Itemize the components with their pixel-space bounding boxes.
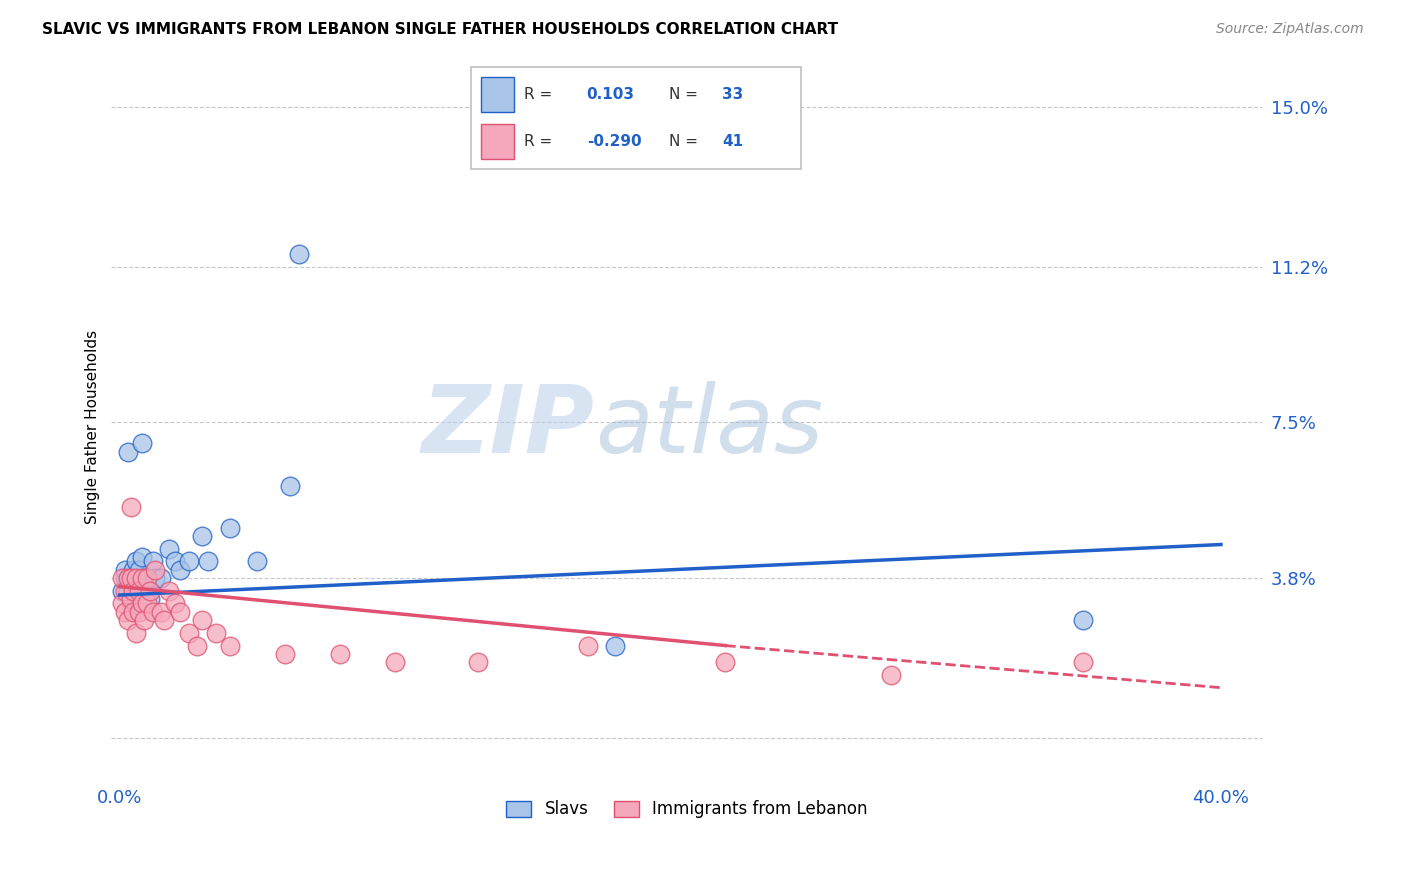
Text: SLAVIC VS IMMIGRANTS FROM LEBANON SINGLE FATHER HOUSEHOLDS CORRELATION CHART: SLAVIC VS IMMIGRANTS FROM LEBANON SINGLE…: [42, 22, 838, 37]
Point: [120, 500, 142, 514]
Point: [117, 583, 139, 598]
Point: [128, 583, 150, 598]
Point: [114, 605, 136, 619]
Point: [152, 613, 174, 627]
Legend: Slavs, Immigrants from Lebanon: Slavs, Immigrants from Lebanon: [499, 794, 875, 825]
Point: [177, 554, 200, 568]
Point: [134, 571, 156, 585]
Point: [1071, 613, 1094, 627]
Point: [280, 478, 302, 492]
Point: [122, 583, 145, 598]
Text: atlas: atlas: [595, 381, 823, 472]
Point: [125, 571, 148, 585]
Point: [169, 605, 191, 619]
Text: R =: R =: [524, 87, 553, 102]
Point: [467, 656, 489, 670]
Point: [117, 613, 139, 627]
Point: [197, 554, 219, 568]
Point: [205, 626, 228, 640]
Y-axis label: Single Father Households: Single Father Households: [86, 329, 100, 524]
Point: [136, 571, 159, 585]
Point: [120, 571, 142, 585]
Point: [134, 613, 156, 627]
Point: [128, 605, 150, 619]
Point: [136, 597, 159, 611]
Point: [131, 571, 153, 585]
Point: [125, 554, 148, 568]
Point: [128, 583, 150, 598]
Text: Source: ZipAtlas.com: Source: ZipAtlas.com: [1216, 22, 1364, 37]
Text: 33: 33: [723, 87, 744, 102]
Point: [384, 656, 406, 670]
Point: [117, 571, 139, 585]
Point: [145, 563, 167, 577]
Point: [218, 639, 240, 653]
Point: [117, 445, 139, 459]
Point: [111, 571, 134, 585]
Point: [149, 605, 172, 619]
Point: [114, 571, 136, 585]
FancyBboxPatch shape: [481, 124, 515, 159]
Point: [145, 571, 167, 585]
Point: [120, 571, 142, 585]
Point: [163, 597, 186, 611]
Point: [139, 592, 162, 607]
Point: [274, 647, 297, 661]
Point: [136, 583, 159, 598]
Point: [122, 580, 145, 594]
Point: [879, 668, 901, 682]
Point: [163, 554, 186, 568]
Text: ZIP: ZIP: [422, 381, 595, 473]
Point: [131, 436, 153, 450]
Point: [329, 647, 352, 661]
Point: [111, 597, 134, 611]
Point: [191, 613, 214, 627]
Point: [714, 656, 737, 670]
Point: [157, 541, 180, 556]
Point: [125, 626, 148, 640]
Point: [125, 571, 148, 585]
Point: [149, 571, 172, 585]
Point: [157, 583, 180, 598]
Point: [131, 597, 153, 611]
Point: [111, 583, 134, 598]
Point: [218, 521, 240, 535]
Point: [114, 563, 136, 577]
Point: [120, 597, 142, 611]
Text: -0.290: -0.290: [586, 135, 641, 149]
Point: [576, 639, 599, 653]
Point: [1071, 656, 1094, 670]
Point: [114, 583, 136, 598]
Point: [605, 639, 627, 653]
Text: 0.103: 0.103: [586, 87, 634, 102]
Text: 41: 41: [723, 135, 744, 149]
Point: [177, 626, 200, 640]
Text: N =: N =: [669, 87, 699, 102]
FancyBboxPatch shape: [481, 77, 515, 112]
Point: [128, 563, 150, 577]
Point: [122, 605, 145, 619]
Point: [287, 247, 309, 261]
Point: [191, 529, 214, 543]
Point: [186, 639, 208, 653]
Text: R =: R =: [524, 135, 553, 149]
Point: [131, 550, 153, 565]
Point: [139, 583, 162, 598]
Point: [246, 554, 269, 568]
Text: N =: N =: [669, 135, 699, 149]
Point: [142, 554, 165, 568]
Point: [169, 563, 191, 577]
Point: [122, 563, 145, 577]
Point: [117, 571, 139, 585]
Point: [142, 605, 165, 619]
FancyBboxPatch shape: [471, 67, 801, 169]
Point: [120, 592, 142, 607]
